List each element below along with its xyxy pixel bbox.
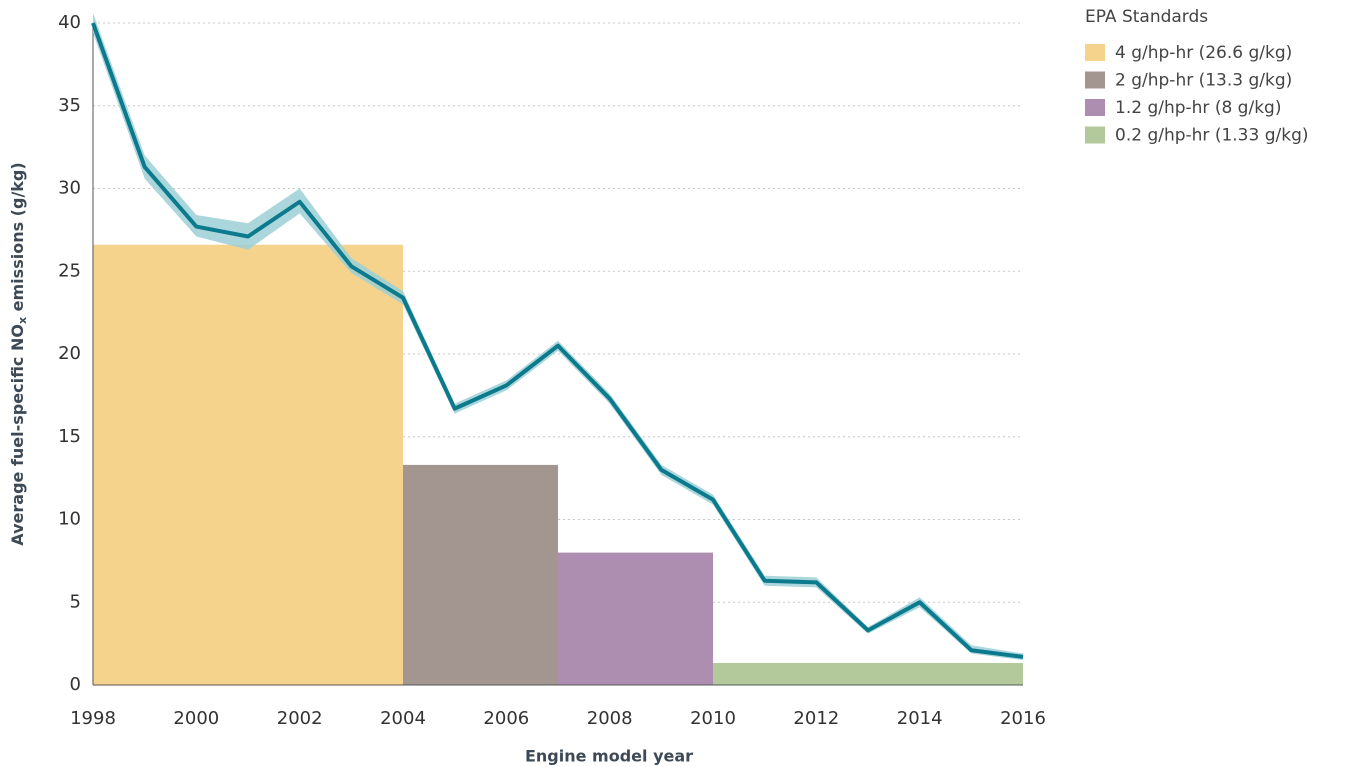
x-tick-label: 2014 bbox=[897, 708, 943, 729]
y-tick-label: 15 bbox=[58, 426, 81, 447]
line bbox=[91, 22, 1024, 659]
y-axis-title-sub: x bbox=[16, 317, 29, 324]
standard-bar bbox=[403, 464, 558, 685]
x-tick-label: 2008 bbox=[587, 708, 633, 729]
legend-title: EPA Standards bbox=[1085, 7, 1208, 27]
y-tick-label: 25 bbox=[58, 260, 81, 281]
y-tick-label: 20 bbox=[58, 343, 81, 364]
y-tick-label: 35 bbox=[58, 95, 81, 116]
y-tick-label: 40 bbox=[58, 12, 81, 33]
y-tick-label: 10 bbox=[58, 509, 81, 530]
x-tick-label: 2016 bbox=[1000, 708, 1046, 729]
x-tick-label: 2006 bbox=[483, 708, 529, 729]
legend-label: 0.2 g/hp-hr (1.33 g/kg) bbox=[1115, 126, 1309, 146]
x-tick-label: 1998 bbox=[70, 708, 116, 729]
standard-bar bbox=[558, 552, 713, 685]
legend-swatch bbox=[1085, 99, 1105, 116]
y-axis-title-part: Average fuel-specific NO bbox=[8, 324, 27, 546]
legend-swatch bbox=[1085, 71, 1105, 89]
y-tick-label: 5 bbox=[70, 591, 81, 612]
x-tick-label: 2000 bbox=[173, 708, 219, 729]
x-tick-label: 2012 bbox=[793, 708, 839, 729]
y-axis-title-part: emissions (g/kg) bbox=[8, 162, 27, 317]
y-tick-label: 0 bbox=[70, 674, 81, 695]
standard-bar bbox=[713, 662, 1023, 685]
y-tick-label: 30 bbox=[58, 178, 81, 199]
legend-label: 4 g/hp-hr (26.6 g/kg) bbox=[1115, 43, 1292, 63]
x-tick-label: 2004 bbox=[380, 708, 426, 729]
legend-swatch bbox=[1085, 126, 1105, 144]
legend-swatch bbox=[1085, 44, 1105, 61]
legend-label: 2 g/hp-hr (13.3 g/kg) bbox=[1115, 71, 1292, 91]
x-tick-label: 2010 bbox=[690, 708, 736, 729]
x-axis-title: Engine model year bbox=[525, 747, 693, 766]
x-tick-label: 2002 bbox=[277, 708, 323, 729]
y-axis-title: Average fuel-specific NOx emissions (g/k… bbox=[8, 162, 30, 545]
standard-bar bbox=[93, 244, 403, 685]
legend-label: 1.2 g/hp-hr (8 g/kg) bbox=[1115, 98, 1281, 118]
